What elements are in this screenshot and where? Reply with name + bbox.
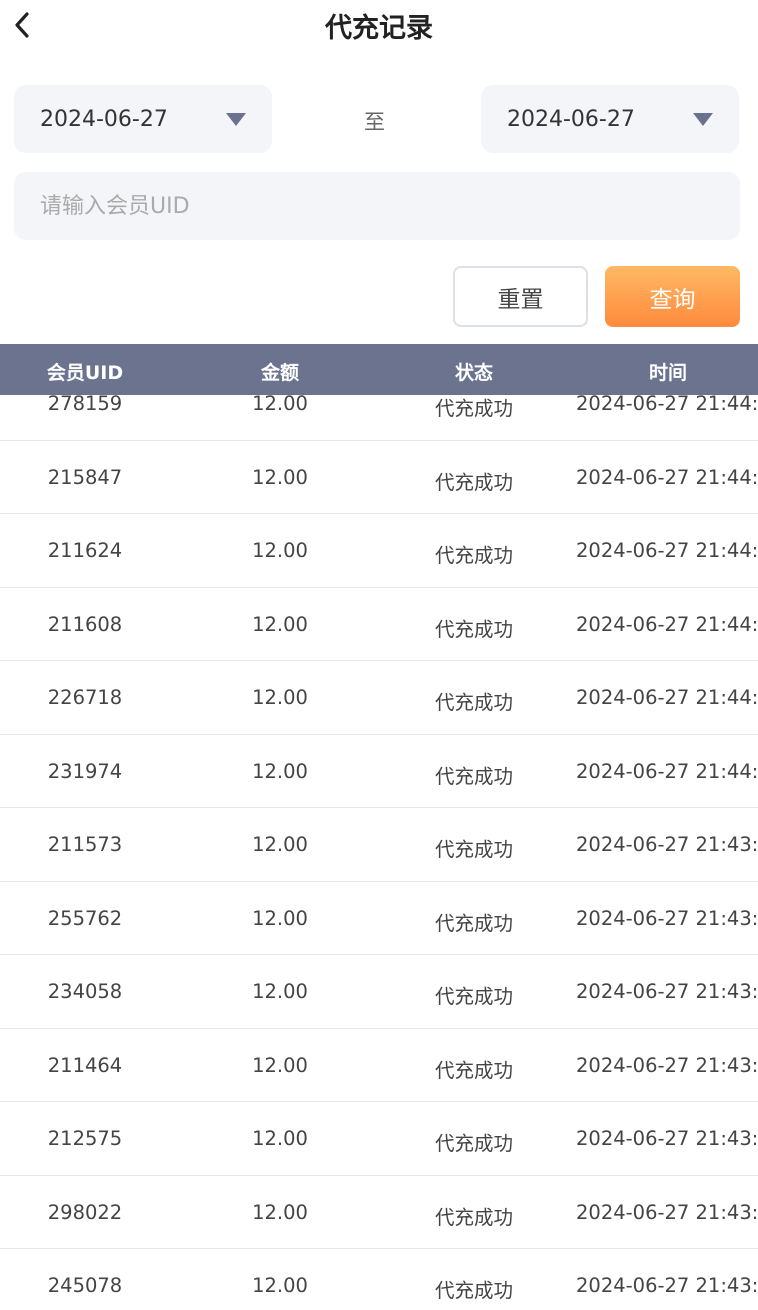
end-date-picker[interactable]: 2024-06-27 (481, 85, 739, 153)
cell-status: 代充成功 (434, 1058, 514, 1082)
cell-amount: 12.00 (252, 1053, 308, 1077)
cell-member-uid: 211464 (47, 1053, 123, 1077)
cell-member-uid: 278159 (47, 392, 123, 415)
table-row[interactable]: 211624 12.00 代充成功 2024-06-27 21:44:26 (0, 514, 758, 588)
table-row[interactable]: 245078 12.00 代充成功 2024-06-27 21:43:08 (0, 1249, 758, 1310)
cell-amount: 12.00 (252, 392, 308, 415)
table-row[interactable]: 211573 12.00 代充成功 2024-06-27 21:43:57 (0, 808, 758, 882)
cell-amount: 12.00 (252, 1200, 308, 1224)
cell-status: 代充成功 (434, 397, 514, 420)
table-row[interactable]: 231974 12.00 代充成功 2024-06-27 21:44:04 (0, 735, 758, 808)
end-date-value: 2024-06-27 (507, 107, 635, 132)
cell-amount: 12.00 (252, 686, 308, 709)
start-date-picker[interactable]: 2024-06-27 (14, 85, 272, 153)
cell-member-uid: 231974 (47, 759, 123, 783)
cell-time: 2024-06-27 21:44:11 (576, 686, 758, 709)
cell-member-uid: 226718 (47, 686, 123, 709)
table-row[interactable]: 234058 12.00 代充成功 2024-06-27 21:43:42 (0, 955, 758, 1029)
cell-member-uid: 211624 (47, 539, 123, 562)
cell-status: 代充成功 (434, 470, 514, 494)
column-header-time: 时间 (648, 362, 688, 384)
cell-time: 2024-06-27 21:44:04 (576, 759, 758, 783)
reset-button[interactable]: 重置 (453, 266, 588, 327)
cell-time: 2024-06-27 21:44:26 (576, 539, 758, 562)
page-title: 代充记录 (325, 13, 433, 44)
table-row[interactable]: 278159 12.00 代充成功 2024-06-27 21:44:48 (0, 367, 758, 441)
cell-status: 代充成功 (434, 544, 514, 567)
table-row[interactable]: 255762 12.00 代充成功 2024-06-27 21:43:50 (0, 882, 758, 955)
cell-status: 代充成功 (434, 838, 514, 861)
table-row[interactable]: 298022 12.00 代充成功 2024-06-27 21:43:16 (0, 1176, 758, 1249)
cell-time: 2024-06-27 21:43:08 (576, 1274, 758, 1297)
column-header-status: 状态 (454, 362, 494, 384)
cell-status: 代充成功 (434, 617, 514, 641)
cell-time: 2024-06-27 21:43:16 (576, 1200, 758, 1224)
table-row[interactable]: 211608 12.00 代充成功 2024-06-27 21:44:18 (0, 588, 758, 661)
cell-status: 代充成功 (434, 985, 514, 1008)
cell-amount: 12.00 (252, 759, 308, 783)
table-row[interactable]: 212575 12.00 代充成功 2024-06-27 21:43:28 (0, 1102, 758, 1176)
cell-status: 代充成功 (434, 1132, 514, 1155)
cell-member-uid: 215847 (47, 465, 123, 489)
cell-status: 代充成功 (434, 1279, 514, 1302)
cell-member-uid: 212575 (47, 1127, 123, 1150)
cell-time: 2024-06-27 21:44:18 (576, 612, 758, 636)
chevron-left-icon[interactable] (8, 10, 38, 40)
member-uid-input[interactable] (14, 172, 740, 240)
table-row[interactable]: 215847 12.00 代充成功 2024-06-27 21:44:34 (0, 441, 758, 514)
date-separator: 至 (364, 110, 385, 134)
cell-amount: 12.00 (252, 906, 308, 930)
caret-down-icon (693, 113, 713, 126)
cell-member-uid: 298022 (47, 1200, 123, 1224)
cell-status: 代充成功 (434, 691, 514, 714)
cell-amount: 12.00 (252, 1274, 308, 1297)
cell-member-uid: 255762 (47, 906, 123, 930)
cell-member-uid: 211608 (47, 612, 123, 636)
cell-time: 2024-06-27 21:43:50 (576, 906, 758, 930)
cell-status: 代充成功 (434, 1205, 514, 1229)
table-row[interactable]: 211464 12.00 代充成功 2024-06-27 21:43:35 (0, 1029, 758, 1102)
cell-status: 代充成功 (434, 911, 514, 935)
cell-amount: 12.00 (252, 465, 308, 489)
cell-time: 2024-06-27 21:44:48 (576, 392, 758, 415)
table-row[interactable]: 226718 12.00 代充成功 2024-06-27 21:44:11 (0, 661, 758, 735)
table-body[interactable]: 278159 12.00 代充成功 2024-06-27 21:44:48 215847… (0, 367, 758, 1310)
cell-amount: 12.00 (252, 980, 308, 1003)
cell-amount: 12.00 (252, 1127, 308, 1150)
start-date-value: 2024-06-27 (40, 107, 168, 132)
cell-time: 2024-06-27 21:44:34 (576, 465, 758, 489)
table-header: 会员UID 金额 状态 时间 (0, 344, 758, 395)
query-button[interactable]: 查询 (605, 266, 740, 327)
cell-member-uid: 234058 (47, 980, 123, 1003)
cell-member-uid: 245078 (47, 1274, 123, 1297)
caret-down-icon (226, 113, 246, 126)
column-header-uid: 会员UID (46, 362, 124, 384)
cell-status: 代充成功 (434, 764, 514, 788)
cell-amount: 12.00 (252, 833, 308, 856)
cell-member-uid: 211573 (47, 833, 123, 856)
cell-time: 2024-06-27 21:43:35 (576, 1053, 758, 1077)
cell-time: 2024-06-27 21:43:42 (576, 980, 758, 1003)
column-header-amount: 金额 (260, 362, 300, 384)
cell-time: 2024-06-27 21:43:57 (576, 833, 758, 856)
cell-time: 2024-06-27 21:43:28 (576, 1127, 758, 1150)
cell-amount: 12.00 (252, 612, 308, 636)
top-bar: 代充记录 (0, 0, 758, 50)
cell-amount: 12.00 (252, 539, 308, 562)
